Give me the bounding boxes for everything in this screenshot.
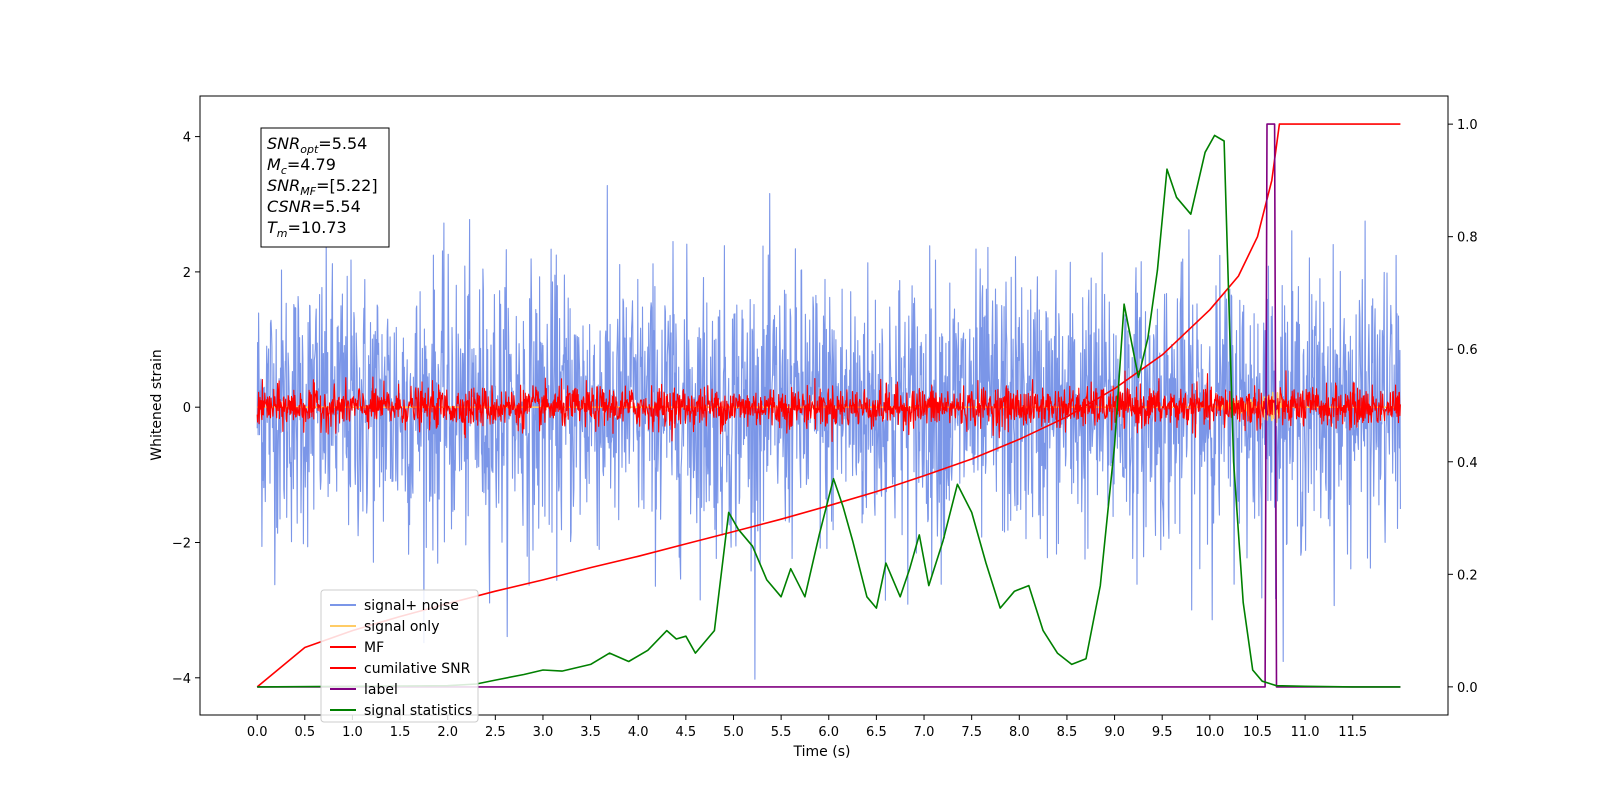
- x-tick-label: 4.0: [628, 725, 649, 740]
- x-tick-label: 9.0: [1104, 725, 1125, 740]
- x-tick-label: 3.0: [533, 725, 554, 740]
- x-tick-label: 10.5: [1243, 725, 1272, 740]
- y-tick-label: −4: [172, 672, 191, 687]
- y2-tick-label: 0.2: [1457, 568, 1478, 583]
- legend-label: signal+ noise: [364, 598, 459, 614]
- info-line: Tm=10.73: [267, 218, 347, 240]
- x-tick-label: 11.0: [1291, 725, 1320, 740]
- x-tick-label: 2.5: [485, 725, 506, 740]
- x-tick-label: 1.5: [390, 725, 411, 740]
- legend-label: label: [364, 682, 398, 698]
- y-axis: −4 −2 0 2 4: [172, 131, 200, 687]
- x-tick-label: 5.5: [771, 725, 792, 740]
- y2-tick-label: 0.0: [1457, 681, 1478, 696]
- y-tick-label: 2: [183, 266, 191, 281]
- x-tick-label: 11.5: [1338, 725, 1367, 740]
- legend-label: signal only: [364, 619, 439, 635]
- x-tick-label: 8.5: [1057, 725, 1078, 740]
- series-line-0: [256, 185, 1401, 680]
- x-tick-label: 7.0: [914, 725, 935, 740]
- plot-frame: [199, 95, 1449, 716]
- x-tick-label: 0.5: [294, 725, 315, 740]
- x-tick-label: 5.0: [723, 725, 744, 740]
- y-axis-label: Whitened strain: [149, 349, 165, 460]
- x-axis-label: Time (s): [793, 744, 851, 760]
- series-line-2: [256, 370, 1401, 443]
- y2-tick-label: 1.0: [1457, 118, 1478, 133]
- x-tick-label: 1.0: [342, 725, 363, 740]
- y-tick-label: −2: [172, 536, 191, 551]
- x-axis: 0.0 0.5 1.0 1.5 2.0 2.5 3.0 3.5 4.0 4.5 5.0 5.5 6.0 6…: [247, 715, 1367, 740]
- x-tick-label: 4.5: [676, 725, 697, 740]
- y2-axis: 0.0 0.2 0.4 0.6 0.8 1.0: [1448, 118, 1478, 696]
- x-tick-label: 6.5: [866, 725, 887, 740]
- legend-label: signal statistics: [364, 703, 472, 719]
- x-tick-label: 7.5: [961, 725, 982, 740]
- y2-tick-label: 0.6: [1457, 343, 1478, 358]
- y2-tick-label: 0.4: [1457, 456, 1478, 471]
- info-line: Mc=4.79: [267, 155, 336, 177]
- legend-label: cumilative SNR: [364, 661, 471, 677]
- x-tick-label: 8.0: [1009, 725, 1030, 740]
- y-tick-label: 4: [183, 131, 191, 146]
- x-tick-label: 2.0: [437, 725, 458, 740]
- legend-frame: [320, 589, 479, 723]
- x-tick-label: 10.0: [1195, 725, 1224, 740]
- info-line: SNRMF=[5.22]: [267, 176, 378, 198]
- series-line-5: [257, 134, 1401, 688]
- legend: signal+ noise signal only MF cumilative SNR…: [320, 589, 479, 723]
- series-line-4: [257, 123, 1401, 688]
- info-line: CSNR=5.54: [267, 197, 361, 216]
- y-tick-label: 0: [183, 401, 191, 416]
- info-line: SNRopt=5.54: [267, 134, 367, 156]
- info-box-frame: [260, 127, 390, 248]
- x-tick-label: 0.0: [247, 725, 268, 740]
- legend-label: MF: [364, 640, 384, 656]
- x-tick-label: 6.0: [818, 725, 839, 740]
- x-tick-label: 9.5: [1152, 725, 1173, 740]
- x-tick-label: 3.5: [580, 725, 601, 740]
- y2-tick-label: 0.8: [1457, 231, 1478, 246]
